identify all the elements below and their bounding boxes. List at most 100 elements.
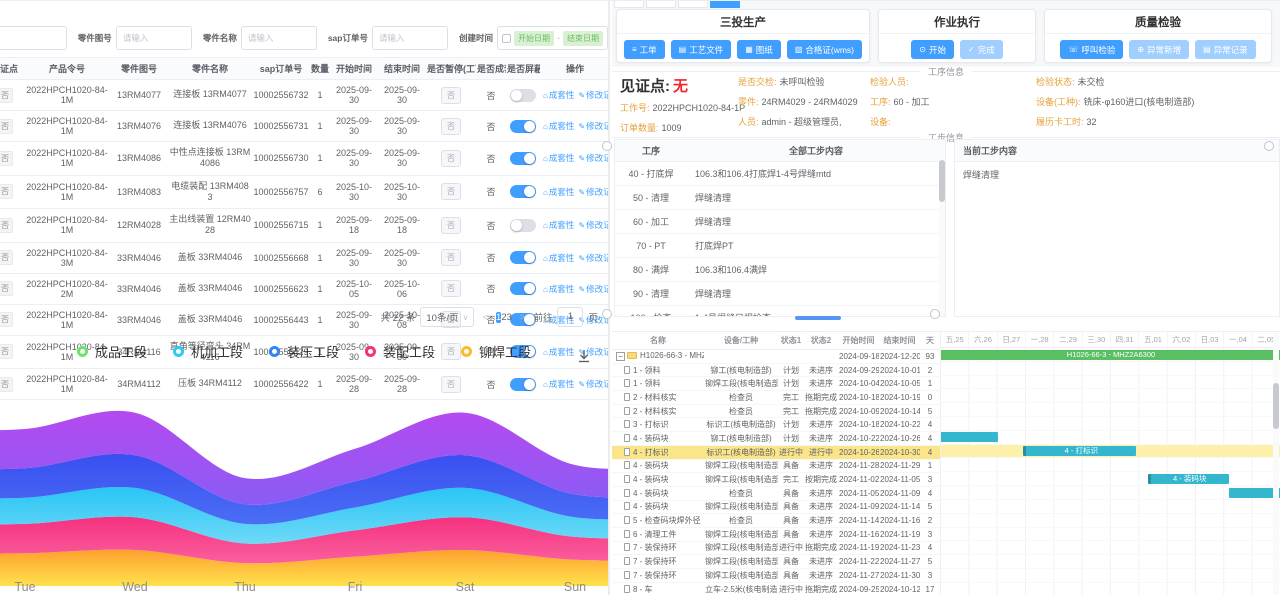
date-checkbox-icon[interactable] [502,33,511,43]
prev-page-button[interactable]: < [482,311,489,323]
filter-input-partial[interactable] [0,26,67,50]
gantt-task-row[interactable]: 4 - 打标识 标识工(核电制造部) 进行中 进行中 2024-10-26 2024-10… [612,445,940,460]
steps-hscrollbar-thumb[interactable] [795,316,841,320]
kit-link[interactable]: ⌂成套性 [543,346,575,357]
record-link[interactable]: ✎修改记录 [578,186,608,197]
step-row[interactable]: 60 - 加工 焊缝清理 [615,209,945,234]
gantt-task-row[interactable]: H1026-66-3 - MHZ2A6300 2024-09-182024-12-… [612,349,940,364]
record-link[interactable]: ✎修改记录 [578,121,608,131]
gantt-bar[interactable]: 4 - 打标识 [1023,446,1137,457]
certificate-button[interactable]: ▧ 合格证(wms) [786,40,863,59]
kit-link[interactable]: ⌂成套性 [543,314,575,325]
legend-item[interactable]: 装压工段 [268,342,339,361]
page-number-button[interactable]: 1 [496,311,502,323]
shield-toggle[interactable] [510,88,536,102]
step-row[interactable]: 40 - 打底焊 106.3和106.4打底焊1-4号焊缝mtd [615,161,945,186]
gantt-task-row[interactable]: 2 - 材料核实 检查员 完工 拖期完成 2024-10-18 2024-10-19 0 [612,390,940,405]
shield-toggle[interactable] [510,377,536,391]
record-link[interactable]: ✎修改记录 [578,153,608,164]
gantt-scrollbar[interactable] [1273,333,1279,595]
shield-toggle[interactable] [510,119,536,133]
gantt-bar[interactable] [1228,487,1280,498]
kit-link[interactable]: ⌂成套性 [543,121,575,131]
shield-toggle[interactable] [510,345,536,359]
gantt-task-row[interactable]: 4 - 装码块 铆焊工段(核电制造部) 具备 未进序 2024-11-28 2024-11… [612,459,940,474]
splitter-handle[interactable] [930,309,940,319]
pause-tag-button[interactable]: 否 [441,149,461,167]
legend-item[interactable]: 装配工段 [365,342,435,361]
start-date-field[interactable]: 开始日期 [514,30,554,46]
legend-item[interactable]: 成品工段 [76,342,147,361]
record-link[interactable]: ✎修改记录 [578,283,608,294]
gantt-task-row[interactable]: 4 - 装码块 铆焊工段(核电制造部) 完工 按期完成 2024-11-02 2024-1… [612,472,940,487]
gantt-task-row[interactable]: 8 - 车立车-2.5米(核电制造部)进行中拖期完成2024-09-252024… [612,582,940,595]
page-size-select[interactable]: 10条/页 ∨ [420,307,475,327]
gantt-task-row[interactable]: 6 - 清理工件 铆焊工段(核电制造部) 具备 未进序 2024-11-16 2024-1… [612,527,940,542]
drawing-button[interactable]: ▦ 图纸 [737,40,781,59]
pause-tag-button[interactable]: 否 [441,183,461,201]
tab-stub[interactable] [646,1,676,8]
record-link[interactable]: ✎修改记录 [578,90,608,100]
exception-add-button[interactable]: ⊕ 异常新增 [1129,40,1190,59]
gantt-task-row[interactable]: 7 - 装保持环 铆焊工段(核电制造部) 具备 未进序 2024-11-27 2024-1… [612,568,940,583]
gantt-task-row[interactable]: 1 - 领料 铆工(核电制造部) 计划 未进序 2024-09-29 2024-10-01… [612,363,940,378]
pause-tag-button[interactable]: 否 [441,343,461,361]
kit-link[interactable]: ⌂成套性 [543,153,575,164]
step-row[interactable]: 100 - 检查1-4号焊缝目视检查 [615,305,945,316]
document-button[interactable]: ▤ 工艺文件 [670,40,732,59]
steps-scrollbar[interactable] [939,158,945,316]
shield-toggle[interactable] [510,218,536,232]
legend-item[interactable]: 机加工段 [172,342,243,361]
page-number-button[interactable]: 3 [506,311,512,323]
pause-tag-button[interactable]: 否 [441,375,461,393]
pause-tag-button[interactable]: 否 [441,117,461,135]
collapse-icon[interactable] [616,352,625,362]
date-range-picker[interactable]: 开始日期 - 结束日期 [497,26,608,50]
record-link[interactable]: ✎修改记录 [578,314,608,325]
pause-tag-button[interactable]: 否 [441,311,461,328]
shield-toggle[interactable] [510,185,536,199]
next-page-button[interactable]: > [519,311,526,323]
pause-tag-button[interactable]: 否 [441,216,461,234]
part-no-input[interactable] [115,26,192,50]
shield-toggle[interactable] [510,282,536,295]
kit-link[interactable]: ⌂成套性 [543,90,575,100]
step-row[interactable]: 80 - 满焊 106.3和106.4满焊 [615,257,945,282]
finish-button[interactable]: ✓ 完成 [960,40,1003,59]
kit-link[interactable]: ⌂成套性 [543,220,575,231]
step-row[interactable]: 90 - 清理 焊缝清理 [615,281,945,306]
kit-link[interactable]: ⌂成套性 [543,283,575,294]
part-name-input[interactable] [240,26,317,50]
step-row[interactable]: 50 - 清理 焊缝清理 [615,185,945,210]
step-row[interactable]: 70 - PT 打底焊PT [615,233,945,258]
gantt-task-row[interactable]: 5 - 检查码块焊外径 检查员 具备 未进序 2024-11-14 2024-11-16 2 [612,513,940,528]
list-button[interactable]: ≡ 工单 [623,40,665,59]
record-link[interactable]: ✎修改记录 [578,252,608,263]
tab-stub-active[interactable] [710,1,740,8]
gantt-task-row[interactable]: 1 - 领料 铆焊工段(核电制造部) 计划 未进序 2024-10-04 2024-10-… [612,376,940,392]
tab-stub[interactable] [614,1,644,8]
page-number-button[interactable]: 2 [501,311,507,323]
gantt-task-row[interactable]: 4 - 装码块 检查员 具备 未进序 2024-11-05 2024-11-09 4 [612,486,940,501]
call-inspection-button[interactable]: ☏ 呼叫检验 [1060,40,1124,59]
pause-tag-button[interactable]: 否 [441,86,461,104]
splitter-handle[interactable] [602,141,612,151]
tab-stub[interactable] [678,1,708,8]
end-date-field[interactable]: 结束日期 [563,30,603,46]
sap-order-input[interactable] [371,26,448,50]
gantt-bar[interactable]: H1026-66-3 - MHZ2A6300 [941,349,1280,360]
gantt-bar[interactable]: 4 - 装码块 [1147,473,1229,484]
kit-link[interactable]: ⌂成套性 [543,379,575,389]
record-link[interactable]: ✎修改记录 [578,379,608,389]
pause-tag-button[interactable]: 否 [441,280,461,297]
shield-toggle[interactable] [510,313,536,326]
gantt-bar[interactable] [941,432,998,443]
kit-link[interactable]: ⌂成套性 [543,186,575,197]
gantt-task-row[interactable]: 4 - 装码块 铆工(核电制造部) 计划 未进序 2024-10-22 2024-10-2… [612,431,940,446]
record-link[interactable]: ✎修改记录 [578,346,608,357]
gantt-task-row[interactable]: 2 - 材料核实 检查员 完工 拖期完成 2024-10-09 2024-10-14 5 [612,404,940,419]
record-link[interactable]: ✎修改记录 [578,220,608,231]
kit-link[interactable]: ⌂成套性 [543,252,575,263]
download-icon[interactable] [576,348,592,364]
splitter-handle[interactable] [602,309,612,319]
